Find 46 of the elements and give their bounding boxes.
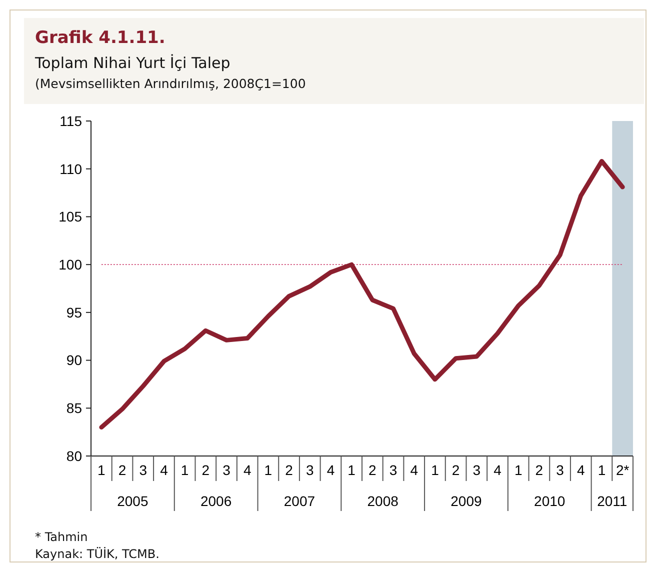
y-tick-label: 110 [60, 160, 82, 177]
text: 2008 [367, 493, 399, 509]
x-tick-label: 1 [598, 462, 606, 478]
x-tick-label: 4 [494, 462, 502, 478]
x-tick-label: 4 [410, 462, 418, 478]
x-tick-label: 2 [118, 462, 126, 478]
x-tick-label: 1 [348, 462, 356, 478]
text: 2005 [117, 493, 148, 509]
x-tick-label: 4 [243, 462, 252, 478]
x-tick-label: 1 [98, 462, 106, 478]
text: 2009 [450, 493, 482, 509]
x-tick-label: 1 [431, 462, 440, 478]
text: * Tahmin [35, 530, 88, 544]
text: Kaynak: TÜİK, TCMB. [35, 547, 160, 561]
chart-title: Grafik 4.1.11. [35, 28, 166, 48]
x-tick-label: 3 [556, 462, 564, 478]
y-tick-label: 95 [66, 304, 82, 320]
x-tick-label: 1 [264, 462, 272, 478]
line-series [99, 158, 625, 430]
x-tick-label: 1 [180, 462, 189, 478]
x-tick-label: 3 [472, 462, 481, 478]
text: 2006 [200, 493, 232, 509]
text: 2010 [534, 493, 566, 509]
y-tick-label: 105 [58, 208, 82, 225]
x-tick-label: 3 [389, 462, 398, 478]
x-tick-label: 2 [368, 462, 377, 478]
x-tick-label: 1 [514, 462, 522, 478]
x-tick-label: 2 [202, 462, 210, 478]
y-tick-label: 85 [66, 400, 82, 416]
text: 2011 [597, 493, 628, 509]
x-tick-label: 3 [139, 462, 148, 478]
y-tick-label: 100 [58, 256, 82, 272]
x-tick-label: 2 [535, 462, 544, 478]
text: 2007 [284, 493, 316, 509]
y-tick-label: 90 [66, 352, 82, 368]
x-tick-label: 2 [452, 462, 460, 478]
x-tick-label: 3 [222, 462, 231, 478]
x-tick-label: 4 [326, 462, 335, 478]
x-tick-label: 2* [616, 462, 630, 478]
x-tick-label: 4 [160, 462, 168, 478]
y-tick-label: 115 [60, 112, 82, 129]
x-tick-label: 2 [285, 462, 294, 478]
x-tick-label: 4 [576, 462, 585, 478]
y-tick-label: 80 [66, 448, 82, 464]
chart-subtitle: Toplam Nihai Yurt İçi Talep (Mevsimsellikten Arındırılmış, 2008Ç1=100 [34, 54, 306, 91]
x-tick-label: 3 [306, 462, 314, 478]
